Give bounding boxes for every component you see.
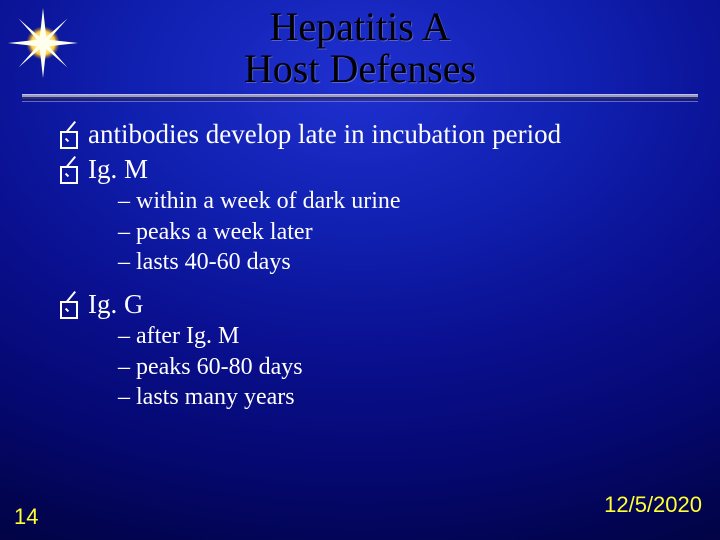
- sub-list: –after Ig. M –peaks 60-80 days –lasts ma…: [60, 321, 692, 413]
- dash-icon: –: [118, 217, 136, 248]
- sub-item: –within a week of dark urine: [118, 186, 692, 217]
- star-icon: [8, 8, 78, 78]
- sub-text: lasts 40-60 days: [136, 247, 291, 278]
- bullet-text: Ig. G: [88, 288, 144, 321]
- bullet-item: antibodies develop late in incubation pe…: [60, 118, 692, 151]
- sub-item: –lasts many years: [118, 382, 692, 413]
- sub-item: –after Ig. M: [118, 321, 692, 352]
- slide-date: 12/5/2020: [604, 492, 702, 518]
- title-line-2: Host Defenses: [244, 46, 476, 91]
- checkbox-icon: [60, 124, 88, 157]
- sub-text: peaks 60-80 days: [136, 352, 303, 383]
- sub-text: lasts many years: [136, 382, 295, 413]
- dash-icon: –: [118, 186, 136, 217]
- checkbox-icon: [60, 294, 88, 327]
- bullet-item: Ig. M: [60, 153, 692, 186]
- dash-icon: –: [118, 352, 136, 383]
- title-line-1: Hepatitis A: [269, 4, 450, 49]
- bullet-item: Ig. G: [60, 288, 692, 321]
- sub-list: –within a week of dark urine –peaks a we…: [60, 186, 692, 278]
- title-underline: [22, 94, 698, 99]
- bullet-text: antibodies develop late in incubation pe…: [88, 118, 561, 151]
- checkbox-icon: [60, 159, 88, 192]
- sub-text: within a week of dark urine: [136, 186, 401, 217]
- slide-number: 14: [14, 504, 38, 530]
- sub-text: peaks a week later: [136, 217, 313, 248]
- sub-item: –peaks a week later: [118, 217, 692, 248]
- dash-icon: –: [118, 247, 136, 278]
- sub-item: –peaks 60-80 days: [118, 352, 692, 383]
- dash-icon: –: [118, 382, 136, 413]
- content-area: antibodies develop late in incubation pe…: [0, 102, 720, 413]
- bullet-text: Ig. M: [88, 153, 148, 186]
- title-block: Hepatitis A Host Defenses: [0, 0, 720, 90]
- sub-item: –lasts 40-60 days: [118, 247, 692, 278]
- sub-text: after Ig. M: [136, 321, 239, 352]
- dash-icon: –: [118, 321, 136, 352]
